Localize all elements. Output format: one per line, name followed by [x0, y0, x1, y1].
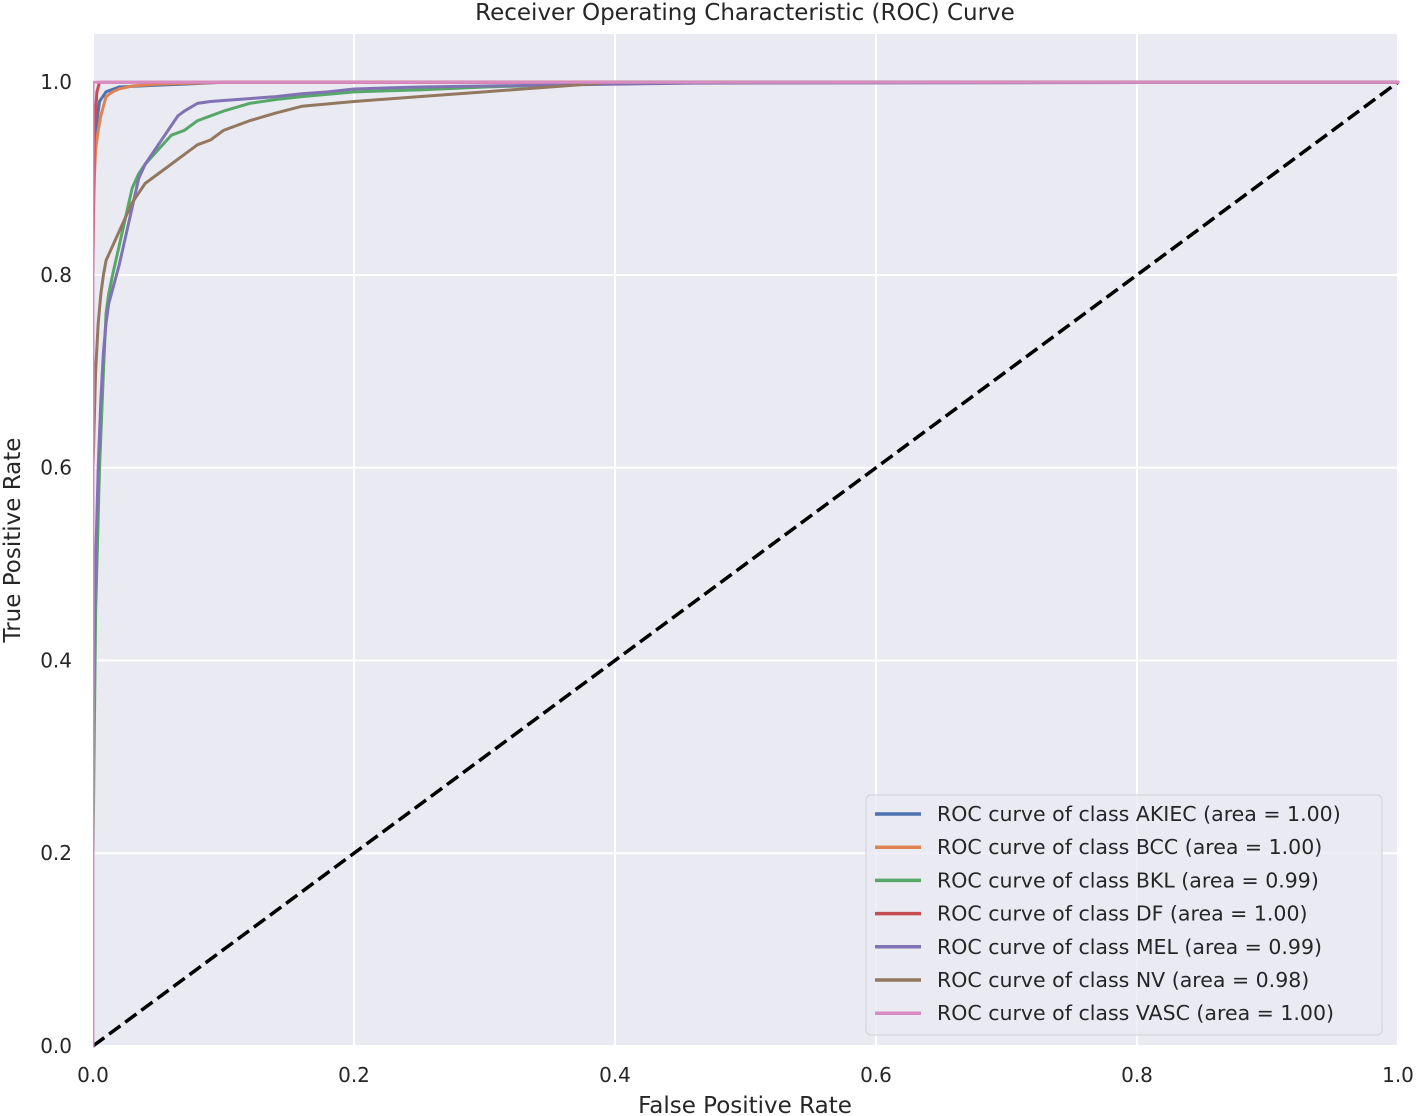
- legend-label: ROC curve of class BKL (area = 0.99): [937, 868, 1319, 892]
- legend-label: ROC curve of class BCC (area = 1.00): [937, 835, 1322, 859]
- reference-diagonal-line: [93, 80, 1400, 1048]
- legend-item: ROC curve of class BKL (area = 0.99): [875, 868, 1319, 892]
- y-tick-label: 0.6: [40, 456, 72, 480]
- y-axis-ticks: 0.0 0.2 0.4 0.6 0.8 1.0: [40, 70, 72, 1058]
- legend-box: [865, 794, 1383, 1036]
- chart-title: Receiver Operating Characteristic (ROC) …: [475, 0, 1015, 26]
- y-tick-label: 0.8: [40, 263, 72, 287]
- x-axis-ticks: 0.0 0.2 0.4 0.6 0.8 1.0: [77, 1063, 1414, 1087]
- legend-item: ROC curve of class NV (area = 0.98): [875, 968, 1309, 992]
- legend-item: ROC curve of class VASC (area = 1.00): [875, 1001, 1334, 1025]
- y-tick-label: 0.0: [40, 1034, 72, 1058]
- legend-label: ROC curve of class MEL (area = 0.99): [937, 935, 1322, 959]
- roc-curve-series-5: [93, 80, 1400, 1048]
- x-tick-label: 0.0: [77, 1063, 109, 1087]
- legend-item: ROC curve of class AKIEC (area = 1.00): [875, 802, 1341, 826]
- legend-label: ROC curve of class NV (area = 0.98): [937, 968, 1309, 992]
- legend-label: ROC curve of class VASC (area = 1.00): [937, 1001, 1334, 1025]
- legend: ROC curve of class AKIEC (area = 1.00) RO…: [865, 794, 1383, 1036]
- grid-lines: [92, 34, 1399, 1047]
- x-tick-label: 0.4: [599, 1063, 631, 1087]
- y-tick-label: 0.4: [40, 648, 72, 672]
- roc-curves: [93, 80, 1400, 1048]
- y-tick-label: 0.2: [40, 841, 72, 865]
- x-tick-label: 1.0: [1382, 1063, 1414, 1087]
- legend-label: ROC curve of class AKIEC (area = 1.00): [937, 802, 1341, 826]
- roc-curve-series-4: [93, 80, 1400, 1048]
- y-axis-label: True Positive Rate: [0, 438, 26, 644]
- x-tick-label: 0.8: [1121, 1063, 1153, 1087]
- legend-item: ROC curve of class BCC (area = 1.00): [875, 835, 1322, 859]
- y-tick-label: 1.0: [40, 70, 72, 94]
- legend-label: ROC curve of class DF (area = 1.00): [937, 902, 1308, 926]
- legend-item: ROC curve of class DF (area = 1.00): [875, 902, 1308, 926]
- x-tick-label: 0.2: [338, 1063, 370, 1087]
- legend-item: ROC curve of class MEL (area = 0.99): [875, 935, 1322, 959]
- roc-curve-series-6: [93, 80, 1400, 1048]
- x-tick-label: 0.6: [860, 1063, 892, 1087]
- x-axis-label: False Positive Rate: [638, 1093, 852, 1116]
